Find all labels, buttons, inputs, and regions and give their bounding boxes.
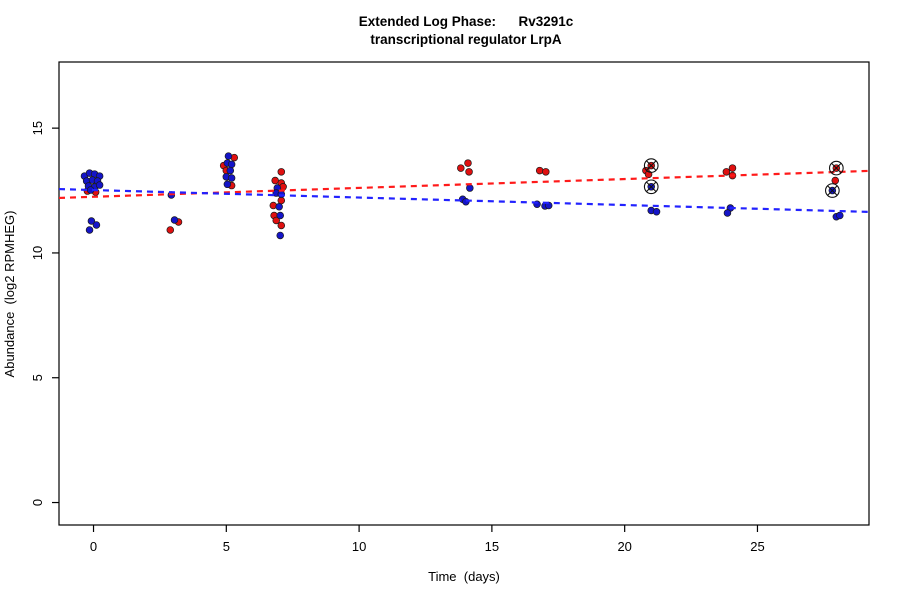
data-point-red	[166, 226, 175, 234]
x-tick-label: 5	[223, 539, 230, 554]
data-point-red	[542, 168, 550, 176]
flagged-point-circle-red	[828, 160, 844, 176]
data-point-red	[277, 196, 286, 205]
data-point-blue	[170, 216, 179, 224]
x-tick-label: 0	[90, 539, 97, 554]
data-point-blue	[652, 208, 661, 216]
flagged-point-circle-blue	[825, 183, 840, 198]
plot-border	[58, 61, 870, 526]
data-point-red	[535, 166, 544, 175]
trend-line-blue	[58, 187, 870, 214]
data-point-blue	[466, 184, 474, 192]
data-point-blue	[723, 209, 732, 217]
plot-area: 0 5 10 15 20 25 0 5 10 15	[30, 61, 870, 554]
x-tick-label: 10	[352, 539, 366, 554]
data-point-blue	[836, 211, 844, 220]
data-point-blue	[223, 180, 232, 189]
x-tick-label: 20	[617, 539, 631, 554]
data-point-red	[464, 159, 472, 167]
data-point-red	[465, 168, 473, 176]
x-tick-label: 15	[485, 539, 499, 554]
data-point-blue	[92, 221, 101, 229]
data-point-blue	[462, 198, 470, 206]
data-point-red	[277, 221, 286, 230]
data-point-blue	[276, 231, 284, 240]
data-point-red	[831, 176, 840, 185]
data-point-blue	[275, 203, 283, 211]
data-point-red	[272, 216, 280, 225]
y-tick-label: 15	[30, 121, 45, 135]
flagged-point-cross	[831, 162, 842, 174]
data-point-blue	[87, 217, 96, 225]
data-point-red	[277, 168, 286, 176]
flagged-point-circle-red	[643, 158, 659, 173]
flagged-point-circle-blue	[643, 179, 659, 195]
y-axis-label: Abundance (log2 RPMHEG)	[2, 211, 17, 378]
y-tick-label: 10	[30, 246, 45, 260]
x-axis-label: Time (days)	[428, 569, 500, 584]
data-point-red	[722, 168, 731, 176]
data-point-blue	[224, 152, 233, 160]
chart-title-line1: Extended Log Phase: Rv3291c	[359, 14, 574, 29]
y-tick-label: 5	[30, 374, 45, 381]
y-tick-label: 0	[30, 499, 45, 506]
x-tick-label: 25	[750, 539, 764, 554]
data-point-red	[457, 164, 465, 172]
data-point-blue	[85, 226, 94, 234]
data-point-blue	[95, 181, 104, 189]
chart-title-line2: transcriptional regulator LrpA	[370, 32, 562, 47]
flagged-point-cross	[646, 181, 657, 192]
flagged-point-cross	[646, 160, 657, 171]
trend-line-red	[58, 169, 870, 200]
data-point-blue	[227, 174, 236, 182]
data-point-blue	[276, 211, 284, 220]
data-point-red	[728, 164, 737, 172]
data-point-blue	[227, 160, 236, 169]
data-point-blue	[226, 166, 235, 175]
flagged-point-cross	[827, 185, 838, 196]
